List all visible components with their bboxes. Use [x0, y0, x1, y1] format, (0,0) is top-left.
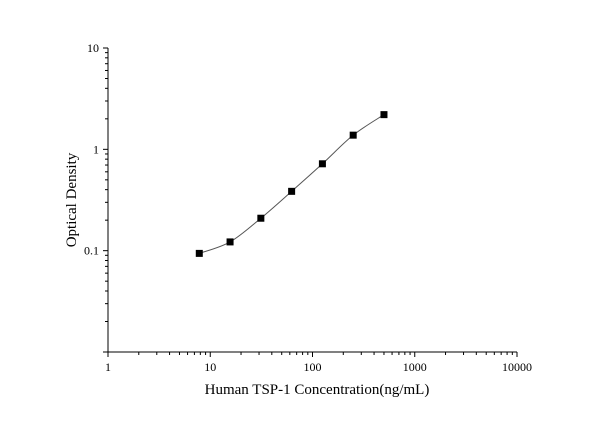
x-tick-label: 1 — [105, 360, 111, 374]
y-tick-label: 1 — [93, 142, 99, 156]
x-tick-label: 1000 — [403, 360, 427, 374]
data-point — [349, 131, 357, 139]
data-point — [257, 214, 265, 222]
x-tick-label: 10 — [204, 360, 216, 374]
data-point — [318, 160, 326, 168]
x-tick-label: 100 — [304, 360, 322, 374]
x-tick-label: 10000 — [502, 360, 532, 374]
axes: 1 10 100 1000 10000 0.1 1 10 — [84, 41, 532, 374]
data-point — [195, 249, 203, 257]
y-axis-title: Optical Density — [64, 152, 80, 247]
data-point — [380, 111, 388, 119]
y-tick-label: 0.1 — [84, 244, 99, 258]
data-point — [288, 187, 296, 195]
data-point — [226, 238, 234, 246]
y-tick-label: 10 — [87, 41, 99, 55]
x-axis-title: Human TSP-1 Concentration(ng/mL) — [205, 382, 430, 398]
data-points-layer — [195, 111, 388, 257]
